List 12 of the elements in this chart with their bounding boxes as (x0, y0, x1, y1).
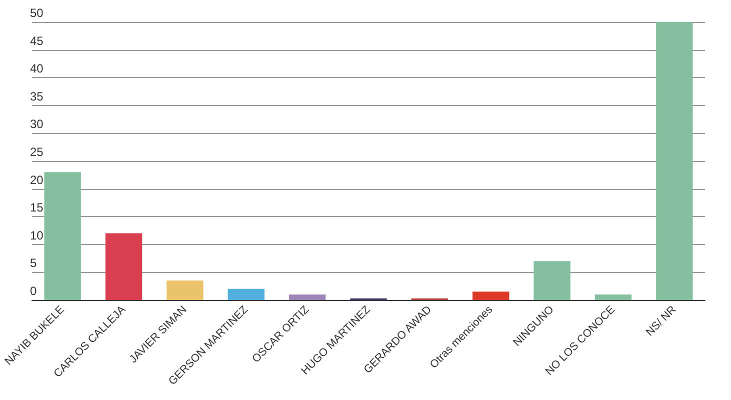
y-tick-label: 40 (30, 62, 44, 76)
y-tick-label: 5 (30, 256, 37, 270)
y-tick-label: 25 (30, 145, 44, 159)
y-tick-label: 50 (30, 6, 44, 20)
y-tick-label: 30 (30, 117, 44, 132)
y-tick-label: 20 (30, 172, 44, 187)
y-tick-label: 45 (30, 34, 44, 48)
y-tick-label: 35 (30, 89, 44, 104)
y-tick-label: 10 (30, 228, 44, 242)
y-tick-label: 0 (30, 284, 37, 298)
y-tick-label: 15 (30, 200, 44, 215)
x-tick-label: NS/ NR (644, 304, 679, 339)
